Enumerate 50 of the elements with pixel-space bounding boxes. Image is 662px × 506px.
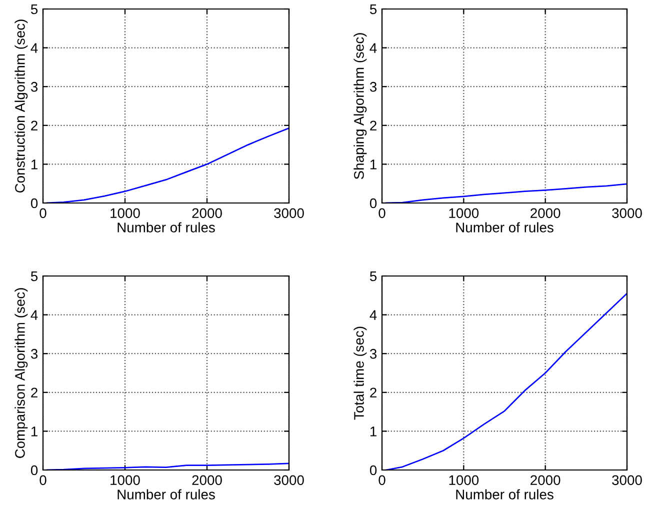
x-tick-label: 0 xyxy=(378,475,386,486)
x-tick-label: 1000 xyxy=(449,475,479,486)
x-tick-label: 3000 xyxy=(612,208,642,218)
x-tick-label: 3000 xyxy=(274,475,304,486)
x-tick-label: 1000 xyxy=(110,475,140,486)
x-tick-label: 0 xyxy=(378,208,386,218)
x-axis-title: Number of rules xyxy=(456,222,554,232)
y-tick-label: 3 xyxy=(30,348,38,359)
y-tick-label: 0 xyxy=(30,465,38,476)
y-tick-label: 3 xyxy=(370,82,377,92)
y-tick-label: 2 xyxy=(370,388,376,398)
x-tick-label: 2000 xyxy=(192,208,222,218)
y-tick-label: 4 xyxy=(370,310,377,320)
x-tick-label: 3000 xyxy=(612,475,642,486)
y-axis-title: Comparison Algorithm (sec) xyxy=(14,288,28,458)
x-axis-title: Number of rules xyxy=(456,489,554,500)
y-tick-label: 1 xyxy=(370,426,376,436)
y-tick-label: 0 xyxy=(370,198,377,208)
y-tick-label: 2 xyxy=(370,120,376,130)
y-tick-label: 1 xyxy=(370,160,376,170)
line-series xyxy=(385,292,627,470)
x-tick-label: 2000 xyxy=(530,208,560,218)
x-tick-label: 1000 xyxy=(110,208,140,218)
y-tick-label: 4 xyxy=(30,43,38,53)
y-tick-label: 2 xyxy=(31,388,38,398)
y-tick-label: 4 xyxy=(30,310,38,320)
x-tick-label: 0 xyxy=(40,208,46,218)
y-tick-label: 5 xyxy=(30,4,38,14)
y-tick-label: 5 xyxy=(370,271,377,282)
x-axis-title: Number of rules xyxy=(118,489,215,500)
x-tick-label: 1000 xyxy=(449,208,479,218)
y-tick-label: 2 xyxy=(31,120,38,130)
y-tick-label: 0 xyxy=(30,198,38,208)
y-axis-title: Construction Algorithm (sec) xyxy=(14,20,28,193)
x-tick-label: 2000 xyxy=(192,475,222,486)
x-tick-label: 2000 xyxy=(530,475,560,486)
y-tick-label: 4 xyxy=(370,43,377,53)
y-tick-label: 5 xyxy=(30,271,38,282)
x-axis-title: Number of rules xyxy=(118,222,215,232)
line-series xyxy=(46,127,289,203)
y-tick-label: 3 xyxy=(30,82,38,92)
y-tick-label: 1 xyxy=(31,426,38,436)
x-tick-label: 0 xyxy=(40,475,46,486)
x-tick-label: 3000 xyxy=(274,208,304,218)
y-tick-label: 0 xyxy=(370,465,377,476)
y-tick-label: 3 xyxy=(370,348,377,359)
y-tick-label: 1 xyxy=(31,160,38,170)
y-axis-title: Total time (sec) xyxy=(354,326,367,420)
y-tick-label: 5 xyxy=(370,4,377,14)
y-axis-title: Shaping Algorithm (sec) xyxy=(354,33,367,180)
